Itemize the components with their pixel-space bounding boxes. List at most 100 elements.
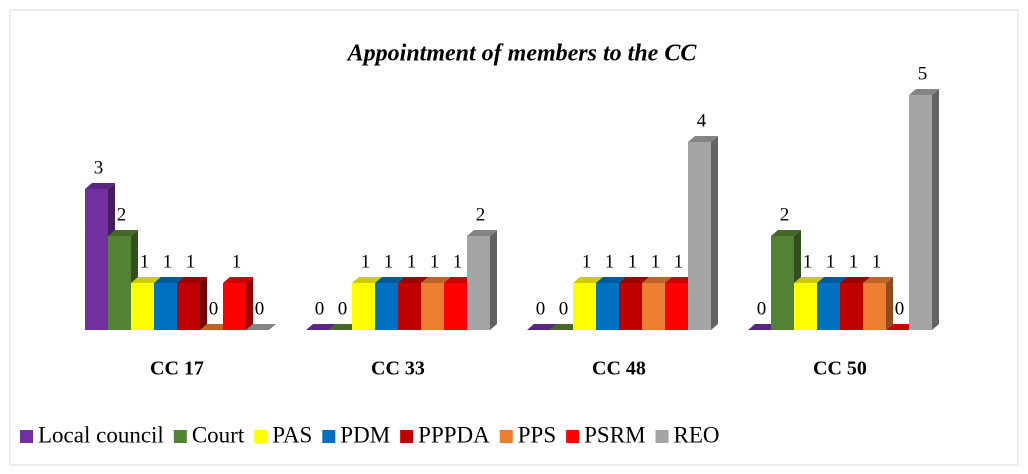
- data-label: 1: [407, 251, 417, 272]
- legend-label: Local council: [38, 422, 164, 447]
- bar-front: [619, 283, 642, 330]
- bar: [246, 324, 276, 331]
- data-label: 1: [849, 251, 859, 272]
- bar-front: [375, 283, 398, 330]
- data-label: 2: [117, 204, 127, 225]
- bar-front: [352, 283, 375, 330]
- bar: [329, 324, 359, 331]
- bar: [748, 324, 778, 331]
- data-label: 1: [361, 251, 371, 272]
- data-label: 1: [140, 251, 150, 272]
- data-label: 1: [163, 251, 173, 272]
- data-label: 0: [536, 298, 546, 319]
- legend-swatch: [655, 430, 669, 443]
- data-label: 1: [605, 251, 615, 272]
- bar-top: [352, 277, 382, 283]
- chart-border: [9, 9, 1019, 466]
- bar-top: [200, 324, 230, 330]
- bar-top: [596, 277, 626, 283]
- data-label: 0: [895, 298, 905, 319]
- bar-front: [817, 283, 840, 330]
- bar-side: [711, 136, 718, 330]
- data-label: 0: [209, 298, 219, 319]
- bar-top: [688, 136, 718, 142]
- bar-top: [619, 277, 649, 283]
- bar-top: [527, 324, 557, 330]
- data-label: 5: [918, 63, 928, 84]
- bar-top: [421, 277, 451, 283]
- legend-swatch: [499, 430, 513, 443]
- bar: [223, 277, 253, 330]
- bar-top: [306, 324, 336, 330]
- bar-front: [108, 236, 131, 330]
- bar-top: [550, 324, 580, 330]
- legend-swatch: [20, 430, 33, 443]
- data-label: 1: [803, 251, 813, 272]
- bar-top: [131, 277, 161, 283]
- bar-top: [909, 89, 939, 95]
- bar: [863, 277, 893, 330]
- bar-front: [131, 283, 154, 330]
- legend-label: PPPDA: [418, 422, 490, 447]
- bar-top: [177, 277, 207, 283]
- bar-side: [200, 277, 207, 330]
- chart-title: Appointment of members to the CC: [346, 41, 698, 67]
- bar: [306, 324, 336, 331]
- bar-top: [154, 277, 184, 283]
- bar-top: [467, 230, 497, 236]
- bar-front: [909, 95, 932, 330]
- bar-side: [490, 230, 497, 330]
- bar-top: [444, 277, 474, 283]
- data-label: 1: [582, 251, 592, 272]
- bar-top: [246, 324, 276, 330]
- bar: [886, 324, 916, 331]
- bar-front: [863, 283, 886, 330]
- data-label: 1: [826, 251, 836, 272]
- legend-label: REO: [674, 422, 720, 447]
- data-label: 1: [430, 251, 440, 272]
- bar-side: [246, 277, 253, 330]
- bar-front: [642, 283, 665, 330]
- bar-top: [85, 183, 115, 189]
- data-label: 3: [94, 157, 104, 178]
- legend-swatch: [400, 430, 414, 443]
- bar: [200, 324, 230, 331]
- bar: [467, 230, 497, 330]
- data-label: 0: [315, 298, 325, 319]
- bar: [909, 89, 939, 330]
- x-tick-label: CC 48: [592, 358, 646, 380]
- bar-front: [771, 236, 794, 330]
- bar-top: [573, 277, 603, 283]
- legend-swatch: [322, 430, 336, 443]
- bar-top: [223, 277, 253, 283]
- bar-front: [177, 283, 200, 330]
- bar-front: [840, 283, 863, 330]
- data-label: 0: [757, 298, 767, 319]
- bar-front: [85, 189, 108, 330]
- bar-front: [154, 283, 177, 330]
- data-label: 1: [453, 251, 463, 272]
- bar: [688, 136, 718, 330]
- bar-top: [665, 277, 695, 283]
- data-label: 1: [651, 251, 661, 272]
- x-tick-label: CC 33: [371, 358, 425, 380]
- x-tick-label: CC 50: [813, 358, 867, 380]
- data-label: 1: [872, 251, 882, 272]
- legend-label: PPS: [518, 422, 556, 447]
- data-label: 0: [255, 298, 265, 319]
- legend-label: PAS: [272, 422, 312, 447]
- bar-front: [444, 283, 467, 330]
- bar-top: [108, 230, 138, 236]
- bar-top: [642, 277, 672, 283]
- legend-swatch: [173, 430, 187, 443]
- bar-front: [573, 283, 596, 330]
- data-label: 4: [697, 110, 707, 131]
- data-label: 0: [559, 298, 569, 319]
- legend-swatch: [566, 430, 580, 443]
- bar-top: [771, 230, 801, 236]
- bar-front: [794, 283, 817, 330]
- legend-label: Court: [192, 422, 245, 447]
- bar-front: [223, 283, 246, 330]
- bar-front: [665, 283, 688, 330]
